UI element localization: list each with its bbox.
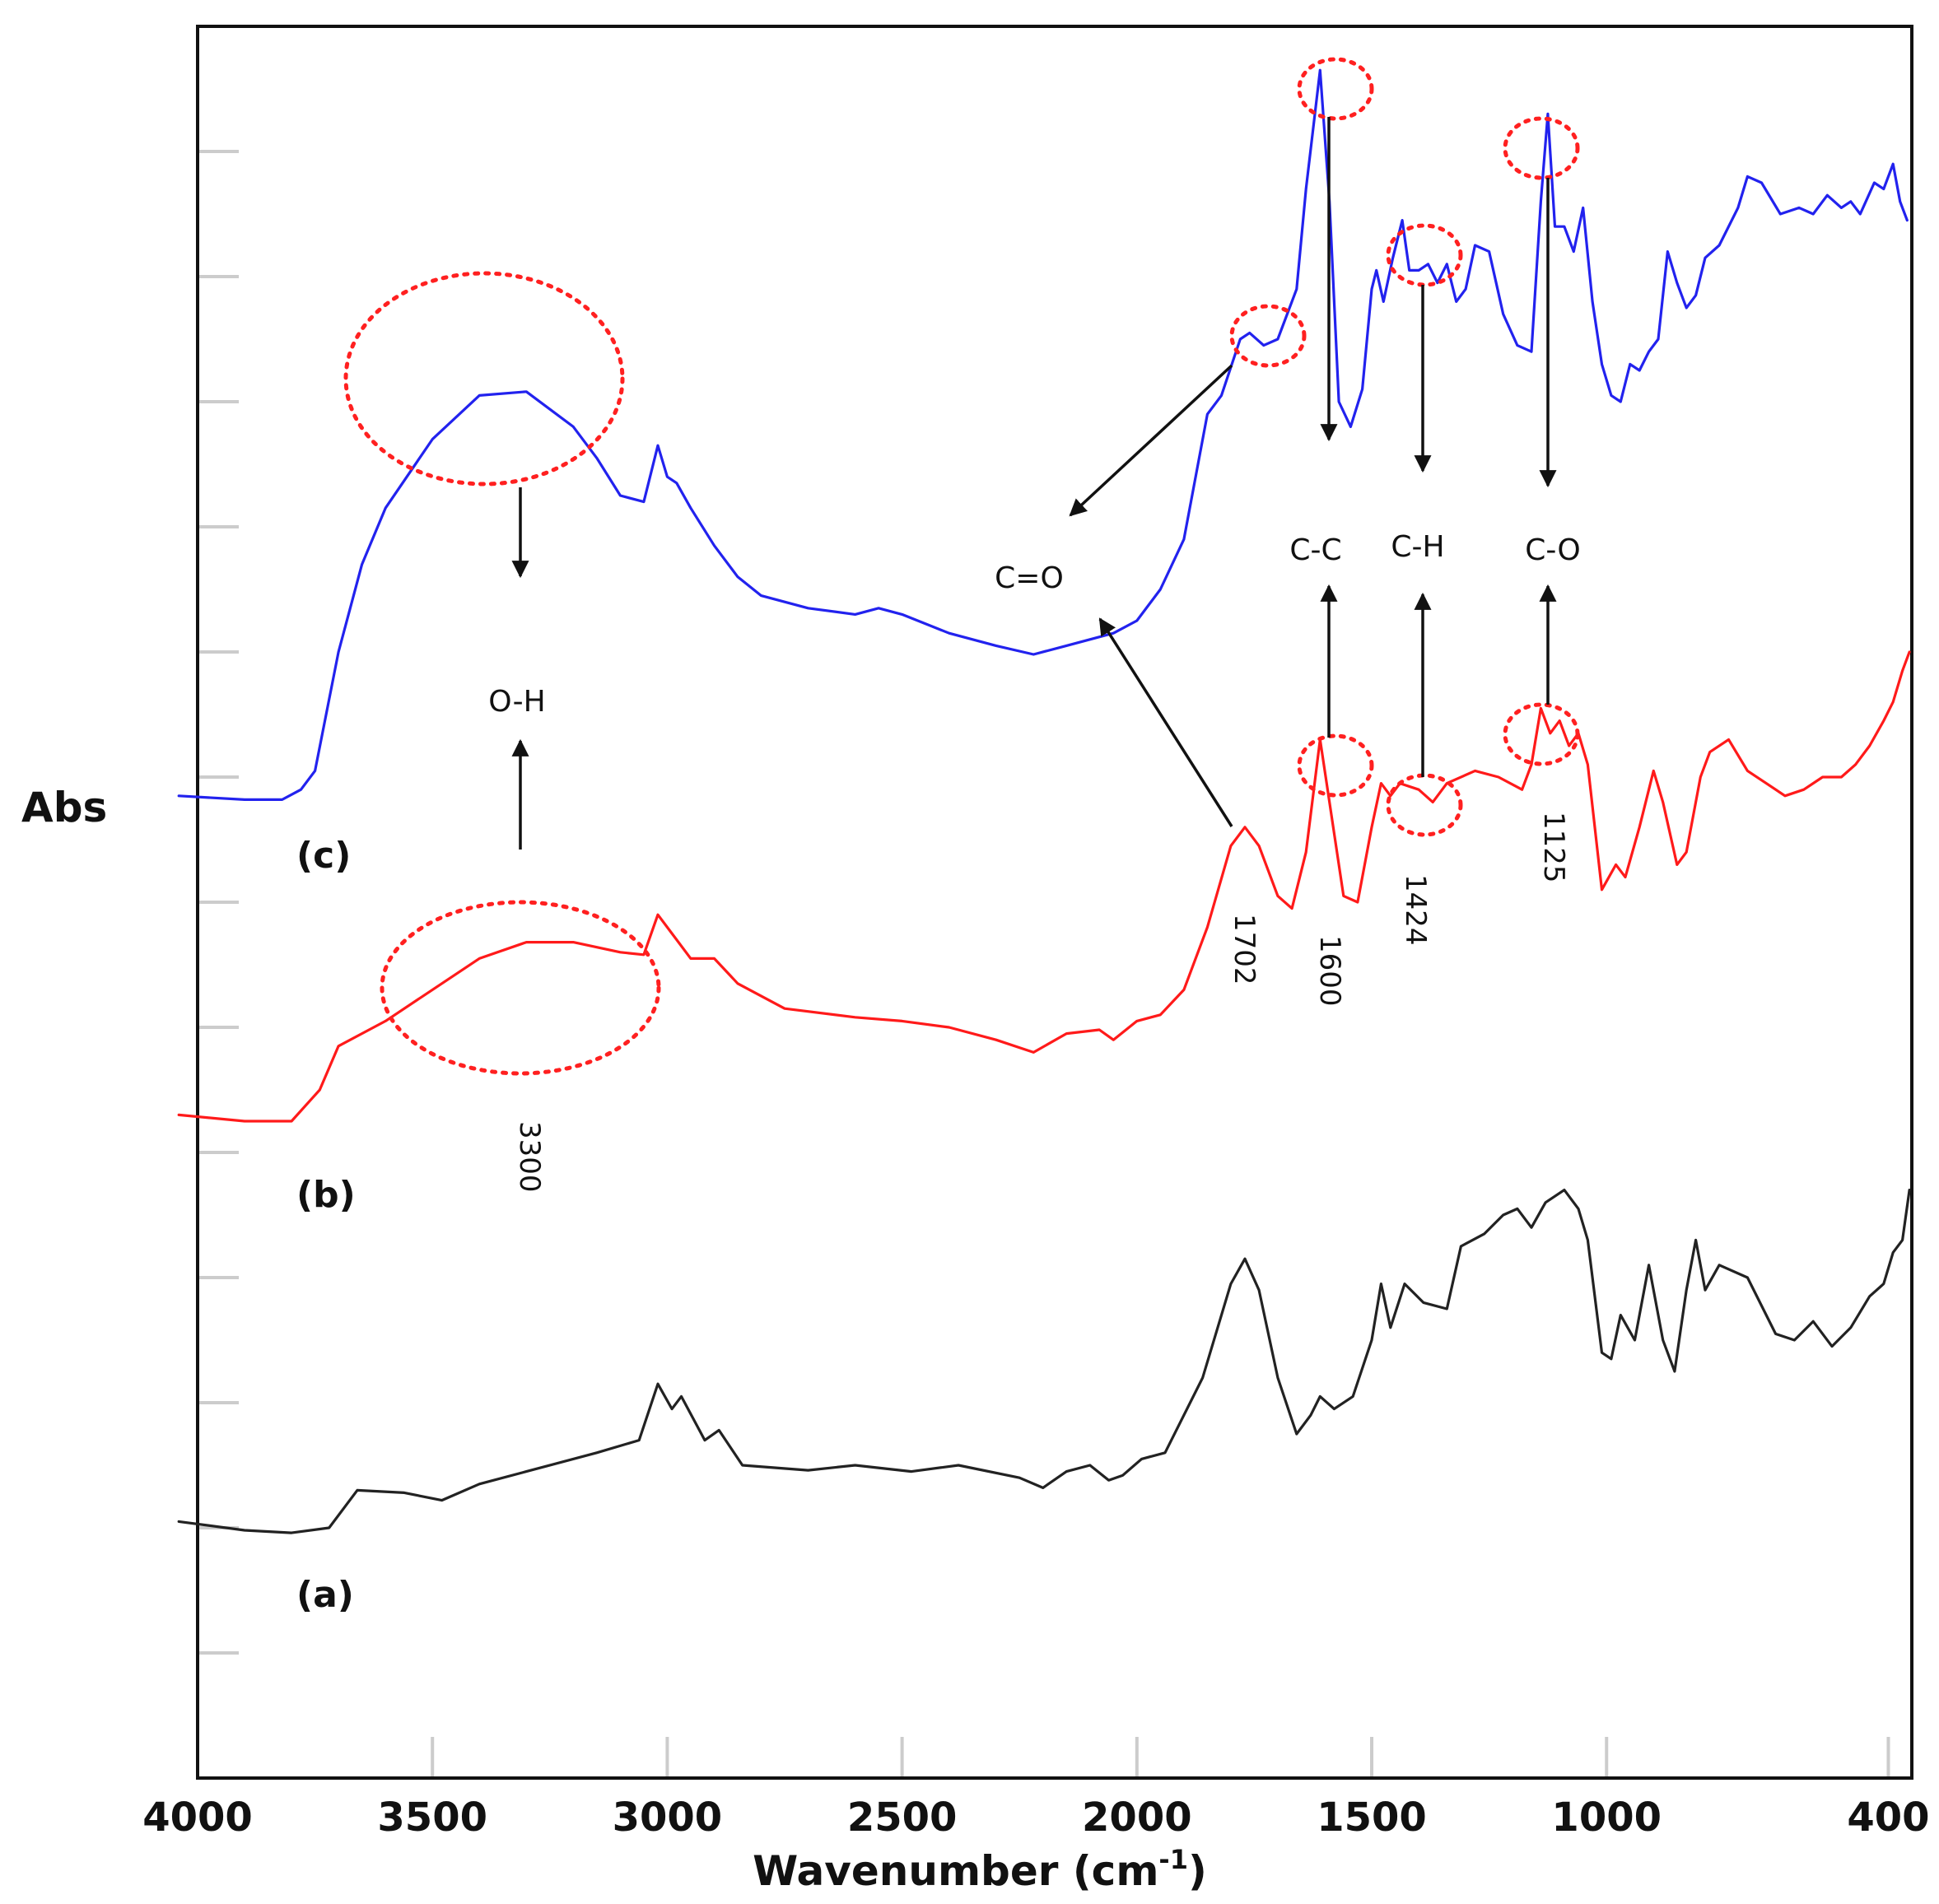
ch-circle-b: [1386, 773, 1463, 837]
bond-label-oh: O-H: [488, 685, 545, 719]
c-o-circle-c: [1503, 116, 1580, 180]
peak-labels: 3300 1702 1600 1424 1125: [513, 812, 1570, 1193]
peak-label-3300: 3300: [513, 1121, 546, 1193]
spectrum-line-c: [177, 68, 1909, 801]
bond-label-cc: C-C: [1289, 533, 1341, 567]
bond-label-ch: C-H: [1391, 530, 1444, 564]
series-tags: (c) (b) (a): [296, 835, 356, 1616]
x-axis-title-close: ): [1188, 1847, 1207, 1895]
assignment-arrows: [511, 117, 1557, 850]
oh-circle-b: [380, 900, 661, 1076]
highlight-circles: [343, 57, 1580, 1076]
peak-label-1600: 1600: [1313, 935, 1346, 1007]
bond-label-c-double-o: C=O: [995, 561, 1064, 595]
series-tag-b: (b): [296, 1174, 356, 1216]
x-axis-title-superscript: -1: [1158, 1844, 1188, 1875]
spectra: [177, 68, 1911, 1534]
x-tick-label-1000: 1000: [1551, 1795, 1662, 1841]
axis-ticks: 4000 3500 3000 2500 2000 1500 1000 400: [142, 25, 1930, 1841]
spectrum-line-b: [177, 650, 1911, 1123]
x-axis-title: Wavenumber (cm-1): [753, 1844, 1207, 1895]
x-tick-label-2500: 2500: [847, 1795, 958, 1841]
y-axis-title: Abs: [21, 784, 107, 831]
series-tag-c: (c): [296, 835, 351, 877]
bond-labels: O-H C=O C-C C-H C-O: [488, 530, 1580, 719]
oh-circle-c: [343, 271, 625, 486]
cc-circle-c: [1297, 57, 1374, 121]
plot-frame: [196, 25, 1913, 1780]
x-tick-label-1500: 1500: [1317, 1795, 1427, 1841]
co-arrow-from-c: [1069, 364, 1233, 517]
x-tick-label-400: 400: [1847, 1795, 1929, 1841]
c-o-circle-b: [1503, 702, 1580, 766]
co-circle-c: [1229, 304, 1307, 368]
series-tag-a: (a): [296, 1574, 354, 1616]
x-axis-title-main: Wavenumber (cm: [753, 1847, 1158, 1895]
x-tick-label-3500: 3500: [377, 1795, 487, 1841]
x-tick-label-2000: 2000: [1082, 1795, 1192, 1841]
x-tick-label-4000: 4000: [142, 1795, 253, 1841]
bond-label-c-o: C-O: [1525, 533, 1580, 567]
co-arrow-from-b: [1098, 617, 1233, 827]
ch-circle-c: [1386, 223, 1463, 287]
x-tick-label-3000: 3000: [613, 1795, 723, 1841]
peak-label-1424: 1424: [1399, 874, 1432, 946]
spectrum-line-a: [177, 1189, 1911, 1534]
peak-label-1125: 1125: [1537, 812, 1570, 883]
cc-circle-b: [1297, 733, 1374, 798]
peak-label-1702: 1702: [1228, 914, 1261, 985]
